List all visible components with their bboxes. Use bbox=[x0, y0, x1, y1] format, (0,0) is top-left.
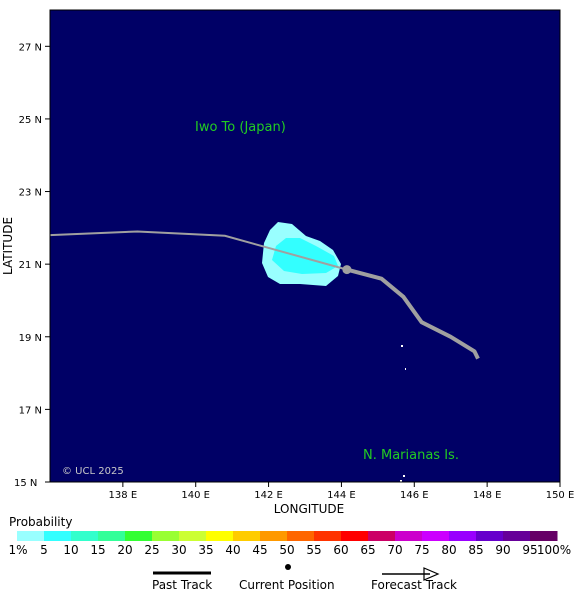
lon-tick-label: 142 E bbox=[254, 490, 283, 501]
scale-label: 30 bbox=[171, 543, 187, 557]
island-dot bbox=[405, 368, 406, 370]
scale-swatch bbox=[233, 531, 261, 541]
forecast-arrow-icon bbox=[423, 567, 440, 581]
scale-swatch bbox=[422, 531, 450, 541]
scale-swatch bbox=[179, 531, 207, 541]
scale-swatch bbox=[476, 531, 504, 541]
scale-swatch bbox=[287, 531, 315, 541]
scale-label: 15 bbox=[90, 543, 106, 557]
place-label-iwo-to: Iwo To (Japan) bbox=[195, 120, 286, 135]
scale-swatch bbox=[449, 531, 477, 541]
scale-label: 10 bbox=[63, 543, 79, 557]
scale-swatch bbox=[530, 531, 558, 541]
current-position-label: Current Position bbox=[239, 578, 335, 592]
scale-swatch bbox=[44, 531, 72, 541]
scale-label: 50 bbox=[279, 543, 295, 557]
latitude-axis: 17 N 19 N 21 N 23 N 25 N 27 N bbox=[19, 42, 50, 483]
place-label-marianas: N. Marianas Is. bbox=[363, 448, 459, 463]
scale-label: 40 bbox=[225, 543, 241, 557]
scale-label: 70 bbox=[387, 543, 403, 557]
copyright: © UCL 2025 bbox=[62, 466, 124, 477]
past-track-line bbox=[49, 230, 348, 271]
scale-swatch bbox=[17, 531, 45, 541]
legend-title: Probability bbox=[9, 515, 73, 529]
scale-swatch bbox=[314, 531, 342, 541]
island-dot bbox=[401, 345, 403, 347]
lat-tick-label: 21 N bbox=[19, 260, 42, 271]
scale-swatch bbox=[260, 531, 288, 541]
scale-label: 20 bbox=[117, 543, 133, 557]
scale-swatch bbox=[395, 531, 423, 541]
probability-region-inner bbox=[272, 238, 338, 274]
lat-tick-label: 23 N bbox=[19, 188, 42, 199]
lat-tick-label: 19 N bbox=[19, 333, 42, 344]
lat-tick-label: 27 N bbox=[19, 42, 42, 53]
scale-label: 85 bbox=[468, 543, 484, 557]
scale-label: 45 bbox=[252, 543, 268, 557]
probability-swath bbox=[262, 222, 341, 286]
scale-swatch bbox=[368, 531, 396, 541]
current-position-legend-dot bbox=[285, 564, 291, 570]
scale-label: 35 bbox=[198, 543, 214, 557]
scale-label: 75 bbox=[414, 543, 430, 557]
scale-swatch bbox=[206, 531, 234, 541]
scale-label: 25 bbox=[144, 543, 160, 557]
lat-tick-label-min: 15 N bbox=[14, 478, 37, 489]
scale-label: 5 bbox=[40, 543, 48, 557]
lon-tick-label: 138 E bbox=[109, 490, 138, 501]
scale-swatch bbox=[341, 531, 369, 541]
scale-swatch bbox=[71, 531, 99, 541]
lon-tick-label: 146 E bbox=[400, 490, 429, 501]
scale-swatch bbox=[125, 531, 153, 541]
scale-label: 60 bbox=[333, 543, 349, 557]
map-frame bbox=[49, 9, 561, 483]
scale-label: 1% bbox=[8, 543, 28, 557]
lon-tick-label: 148 E bbox=[473, 490, 502, 501]
scale-swatch bbox=[152, 531, 180, 541]
lon-tick-label: 144 E bbox=[327, 490, 356, 501]
islands bbox=[400, 345, 406, 482]
x-axis-title: LONGITUDE bbox=[274, 502, 344, 516]
scale-swatch bbox=[503, 531, 531, 541]
forecast-track-label: Forecast Track bbox=[371, 578, 457, 592]
scale-label: 55 bbox=[306, 543, 322, 557]
island-dot bbox=[403, 475, 405, 477]
lat-tick-label: 25 N bbox=[19, 115, 42, 126]
scale-label: 95 bbox=[522, 543, 538, 557]
y-axis-title: LATITUDE bbox=[1, 217, 15, 275]
scale-label: 65 bbox=[360, 543, 376, 557]
longitude-axis: 138 E 140 E 142 E 144 E 146 E 148 E 150 E bbox=[109, 482, 575, 501]
lat-tick-label: 17 N bbox=[19, 405, 42, 416]
current-position-marker bbox=[342, 265, 352, 275]
scale-label: 100% bbox=[536, 543, 572, 557]
scale-label: 80 bbox=[441, 543, 457, 557]
probability-color-scale bbox=[17, 531, 558, 541]
forecast-track-line bbox=[346, 267, 480, 360]
lon-tick-label: 140 E bbox=[181, 490, 210, 501]
scale-label: 90 bbox=[495, 543, 511, 557]
past-track-label: Past Track bbox=[152, 578, 213, 592]
scale-swatch bbox=[98, 531, 126, 541]
lon-tick-label: 150 E bbox=[546, 490, 575, 501]
island-dot bbox=[400, 480, 402, 482]
